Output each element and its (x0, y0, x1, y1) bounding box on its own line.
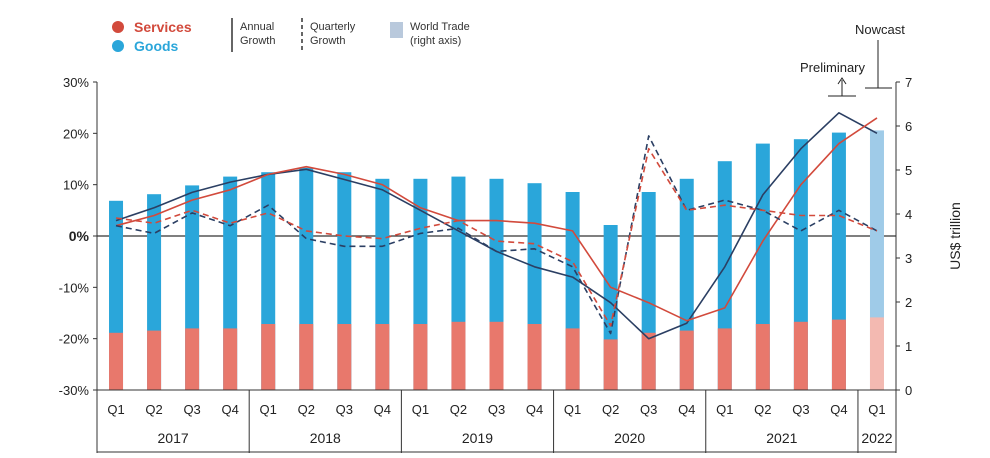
services-bar (375, 324, 390, 390)
x-tick-label: Q2 (602, 402, 619, 417)
nowcast-label: Nowcast (855, 22, 905, 37)
services-bar (223, 328, 238, 390)
services-annual-growth-line (115, 117, 878, 322)
x-tick-label: Q1 (564, 402, 581, 417)
x-tick-label: Q2 (450, 402, 467, 417)
right-axis-tick-label: 4 (905, 207, 912, 222)
services-bar (261, 324, 276, 390)
services-bar (109, 332, 124, 390)
services-bar (679, 330, 694, 390)
x-tick-label: Q2 (298, 402, 315, 417)
left-axis-tick-label: -10% (59, 280, 90, 295)
x-tick-label: Q1 (716, 402, 733, 417)
services-bar (603, 339, 618, 390)
right-axis-tick-label: 7 (905, 75, 912, 90)
services-bar (413, 324, 428, 390)
left-axis-tick-label: 10% (63, 178, 89, 193)
services-bar (299, 324, 314, 390)
year-label: 2020 (614, 430, 645, 446)
services-bar (641, 332, 656, 390)
x-tick-label: Q2 (145, 402, 162, 417)
services-bar (717, 328, 732, 390)
world-trade-legend-label: World Trade (right axis) (410, 21, 470, 47)
right-axis-tick-label: 0 (905, 383, 912, 398)
services-quarterly-growth-line (115, 147, 878, 327)
services-bar (565, 328, 580, 390)
goods-legend-swatch (112, 40, 124, 52)
x-tick-label: Q3 (336, 402, 353, 417)
services-bar (869, 317, 884, 390)
services-bar (185, 328, 200, 390)
services-bar (755, 324, 770, 390)
services-bar (451, 321, 466, 390)
x-tick-label: Q3 (792, 402, 809, 417)
services-bar (831, 319, 846, 390)
services-bar (337, 324, 352, 390)
year-label: 2021 (766, 430, 797, 446)
goods-quarterly-growth-line (115, 135, 878, 335)
services-bar (527, 324, 542, 390)
preliminary-arrow-icon (837, 77, 847, 85)
x-tick-label: Q4 (678, 402, 695, 417)
world-trade-legend-swatch (390, 22, 403, 38)
right-axis-tick-label: 2 (905, 295, 912, 310)
right-axis-tick-label: 1 (905, 339, 912, 354)
x-tick-label: Q1 (412, 402, 429, 417)
annual-growth-legend-label: Annual Growth (240, 21, 275, 47)
left-axis-tick-label: 20% (63, 126, 89, 141)
goods-legend-label: Goods (134, 38, 179, 54)
services-legend-swatch (112, 21, 124, 33)
year-label: 2019 (462, 430, 493, 446)
right-axis-title: US$ trillion (947, 202, 963, 270)
left-axis-tick-label: 30% (63, 75, 89, 90)
x-tick-label: Q1 (868, 402, 885, 417)
x-tick-label: Q3 (183, 402, 200, 417)
x-tick-label: Q4 (830, 402, 847, 417)
x-tick-label: Q1 (107, 402, 124, 417)
x-tick-label: Q4 (374, 402, 391, 417)
year-label: 2018 (310, 430, 341, 446)
quarterly-growth-legend-label: Quarterly Growth (310, 21, 356, 47)
right-axis-tick-label: 3 (905, 251, 912, 266)
left-axis-tick-label: -20% (59, 332, 90, 347)
services-bar (793, 321, 808, 390)
services-bar (489, 321, 504, 390)
left-axis-tick-label: 0% (69, 228, 90, 244)
x-tick-label: Q3 (640, 402, 657, 417)
x-tick-label: Q3 (488, 402, 505, 417)
preliminary-label: Preliminary (800, 60, 866, 75)
year-label: 2022 (861, 430, 892, 446)
legend: Services Goods Annual Growth Quarterly Gro… (112, 18, 470, 54)
right-axis-tick-label: 5 (905, 163, 912, 178)
services-bar (147, 330, 162, 390)
x-tick-label: Q4 (526, 402, 543, 417)
x-tick-label: Q2 (754, 402, 771, 417)
x-tick-label: Q4 (221, 402, 238, 417)
right-axis-tick-label: 6 (905, 119, 912, 134)
annotations: Nowcast Preliminary (800, 22, 905, 97)
year-label: 2017 (158, 430, 189, 446)
left-axis-tick-label: -30% (59, 383, 90, 398)
services-legend-label: Services (134, 19, 192, 35)
x-tick-label: Q1 (260, 402, 277, 417)
